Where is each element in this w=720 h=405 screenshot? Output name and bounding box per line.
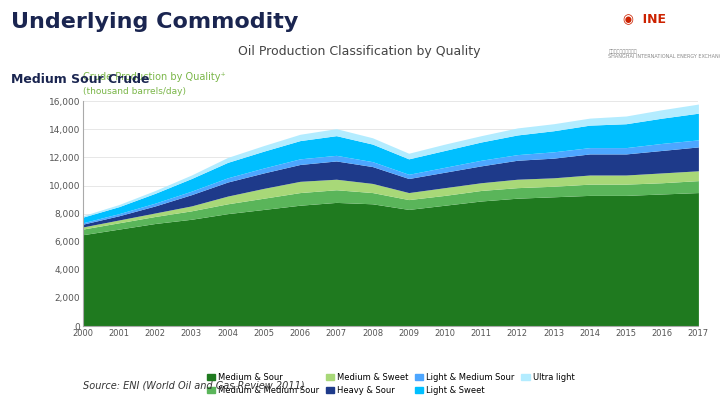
Text: Underlying Commodity: Underlying Commodity xyxy=(11,12,298,32)
Text: 上海国际能源交易中心
SHANGHAI INTERNATIONAL ENERGY EXCHANGE: 上海国际能源交易中心 SHANGHAI INTERNATIONAL ENERGY… xyxy=(608,49,720,60)
Text: Medium Sour Crude: Medium Sour Crude xyxy=(11,73,149,86)
Text: (thousand barrels/day): (thousand barrels/day) xyxy=(83,87,186,96)
Text: Oil Production Classification by Quality: Oil Production Classification by Quality xyxy=(238,45,480,58)
Text: Crude Production by Quality⁺: Crude Production by Quality⁺ xyxy=(83,72,225,82)
Text: ◉  INE: ◉ INE xyxy=(623,12,666,25)
Legend: Medium & Sour, Medium & Medium Sour, Medium & Sweet, Heavy & Sour, Light & Mediu: Medium & Sour, Medium & Medium Sour, Med… xyxy=(207,373,575,395)
Text: Source: ENI (World Oil and Gas Review 2011): Source: ENI (World Oil and Gas Review 20… xyxy=(83,381,305,391)
